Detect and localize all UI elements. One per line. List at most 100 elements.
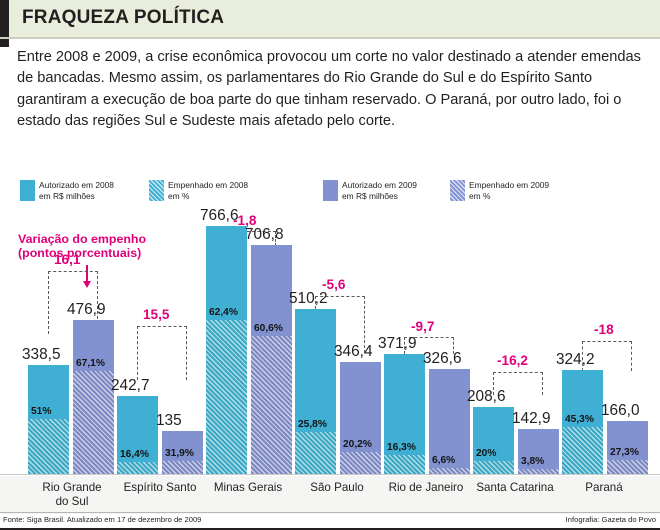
x-axis-label-0: Rio Grande do Sul	[42, 481, 102, 508]
bar-value-label-2008: 338,5	[22, 346, 61, 363]
legend-item-label: Empenhado em 2008 em %	[168, 180, 249, 201]
bar-percent-label-2008: 20%	[476, 448, 497, 460]
legend-item-2: Autorizado em 2009 em R$ milhões	[323, 180, 417, 201]
solid-swatch-icon	[323, 180, 338, 201]
delta-bracket	[582, 341, 632, 371]
bar-group: 242,7 16,4% 135 31,9%	[111, 215, 205, 475]
bar-value-label-2008: 510,2	[289, 290, 328, 307]
bar-authorized-2009: 20,2%	[340, 362, 381, 475]
hatched-swatch-icon	[149, 180, 164, 201]
bar-authorized-2008: 45,3%	[562, 370, 603, 475]
solid-swatch-icon	[20, 180, 35, 201]
bar-committed-2009	[607, 460, 648, 475]
legend-item-3: Empenhado em 2009 em %	[450, 180, 549, 201]
delta-bracket	[404, 337, 454, 354]
legend-item-0: Autorizado em 2008 em R$ milhões	[20, 180, 114, 201]
delta-bracket	[493, 372, 543, 395]
bar-percent-label-2009: 3,8%	[521, 456, 545, 467]
bar-authorized-2009: 60,6%	[251, 245, 292, 475]
bar-value-label-2009: 476,9	[67, 301, 106, 318]
variation-annotation: Variação do empenho (pontos porcentuais)	[18, 232, 147, 261]
bar-committed-2009	[73, 371, 114, 475]
bar-percent-label-2008: 25,8%	[298, 419, 327, 431]
bar-committed-2008	[28, 418, 69, 475]
legend-item-label: Autorizado em 2009 em R$ milhões	[342, 180, 417, 201]
source-note: Fonte: Siga Brasil. Atualizado em 17 de …	[3, 515, 202, 524]
chart-legend: Autorizado em 2008 em R$ milhões Empenhad…	[10, 180, 650, 206]
bar-percent-label-2009: 6,6%	[432, 455, 456, 467]
bar-percent-label-2008: 62,4%	[209, 306, 238, 318]
legend-item-label: Empenhado em 2009 em %	[469, 180, 550, 201]
bar-authorized-2008: 16,4%	[117, 396, 158, 475]
bar-committed-2008	[473, 461, 514, 475]
delta-value-label: -16,2	[497, 353, 528, 368]
bar-value-label-2009: 142,9	[512, 410, 551, 427]
hatched-swatch-icon	[450, 180, 465, 201]
legend-item-1: Empenhado em 2008 em %	[149, 180, 248, 201]
x-axis-label-1: Espírito Santo	[123, 481, 197, 494]
bar-value-label-2009: 135	[156, 412, 182, 429]
bar-authorized-2008: 62,4%	[206, 226, 247, 475]
bar-committed-2009	[251, 335, 292, 475]
bar-committed-2008	[117, 462, 158, 475]
bar-value-label-2008: 371,9	[378, 335, 417, 352]
page-title: FRAQUEZA POLÍTICA	[22, 7, 225, 28]
legend-item-label: Autorizado em 2008 em R$ milhões	[39, 180, 114, 201]
axis-baseline	[0, 474, 660, 475]
bar-committed-2008	[206, 319, 247, 475]
bar-committed-2009	[429, 468, 470, 475]
x-axis-label-3: São Paulo	[310, 481, 364, 494]
bar-group: 371,9 16,3% 326,6 6,6%	[378, 215, 472, 475]
bar-percent-label-2009: 31,9%	[165, 447, 194, 459]
x-axis-labels: Rio Grande do Sul Espírito Santo Minas Ger…	[0, 476, 660, 514]
bar-percent-label-2008: 16,3%	[387, 442, 416, 454]
bar-percent-label-2009: 20,2%	[343, 439, 372, 451]
delta-bracket	[48, 271, 98, 334]
bar-percent-label-2008: 45,3%	[565, 414, 594, 426]
delta-value-label: 15,5	[143, 307, 170, 322]
credit-note: Infografia: Gazeta do Povo	[565, 515, 656, 524]
header-divider	[0, 37, 660, 39]
bar-authorized-2008: 16,3%	[384, 354, 425, 475]
footer: Fonte: Siga Brasil. Atualizado em 17 de …	[0, 512, 660, 530]
chart-plot-area: Variação do empenho (pontos porcentuais)…	[0, 207, 660, 475]
bar-percent-label-2009: 27,3%	[610, 447, 639, 459]
bar-value-label-2008: 324,2	[556, 351, 595, 368]
delta-bracket	[137, 326, 187, 380]
bar-authorized-2009: 27,3%	[607, 421, 648, 475]
delta-value-label: -1,8	[233, 213, 257, 228]
bar-group: 338,5 51% 476,9 67,1%	[22, 215, 116, 475]
bar-group: 208,6 20% 142,9 3,8%	[467, 215, 561, 475]
x-axis-label-5: Santa Catarina	[476, 481, 554, 494]
bar-committed-2009	[518, 469, 559, 475]
bar-value-label-2008: 766,6	[200, 207, 239, 224]
bar-committed-2009	[162, 460, 203, 475]
bar-percent-label-2008: 51%	[31, 405, 52, 417]
bar-authorized-2008: 25,8%	[295, 309, 336, 475]
delta-value-label: -5,6	[322, 277, 346, 292]
bar-committed-2008	[295, 432, 336, 475]
x-axis-label-4: Rio de Janeiro	[388, 481, 464, 494]
header-accent-bar	[0, 0, 9, 47]
bar-authorized-2009: 31,9%	[162, 431, 203, 475]
bar-percent-label-2009: 67,1%	[76, 358, 105, 369]
intro-paragraph: Entre 2008 e 2009, a crise econômica pro…	[17, 49, 641, 130]
bar-group: 766,6 62,4% 706,8 60,6%	[200, 207, 294, 475]
bar-committed-2009	[340, 452, 381, 475]
bar-authorized-2009: 67,1%	[73, 320, 114, 475]
bar-authorized-2009: 3,8%	[518, 429, 559, 475]
bar-percent-label-2009: 60,6%	[254, 322, 283, 334]
bar-committed-2008	[384, 455, 425, 475]
x-axis-label-6: Paraná	[585, 481, 623, 494]
x-axis-label-2: Minas Gerais	[213, 481, 283, 494]
bar-group: 324,2 45,3% 166,0 27,3%	[556, 215, 650, 475]
bar-committed-2008	[562, 427, 603, 475]
bar-group: 510,2 25,8% 346,4 20,2%	[289, 215, 383, 475]
bar-authorized-2008: 51%	[28, 365, 69, 475]
bar-value-label-2009: 346,4	[334, 343, 373, 360]
bar-percent-label-2008: 16,4%	[120, 449, 149, 461]
delta-value-label: -18	[594, 322, 614, 337]
bar-value-label-2009: 706,8	[245, 226, 284, 243]
header-banner	[0, 0, 660, 37]
bar-value-label-2009: 326,6	[423, 350, 462, 367]
